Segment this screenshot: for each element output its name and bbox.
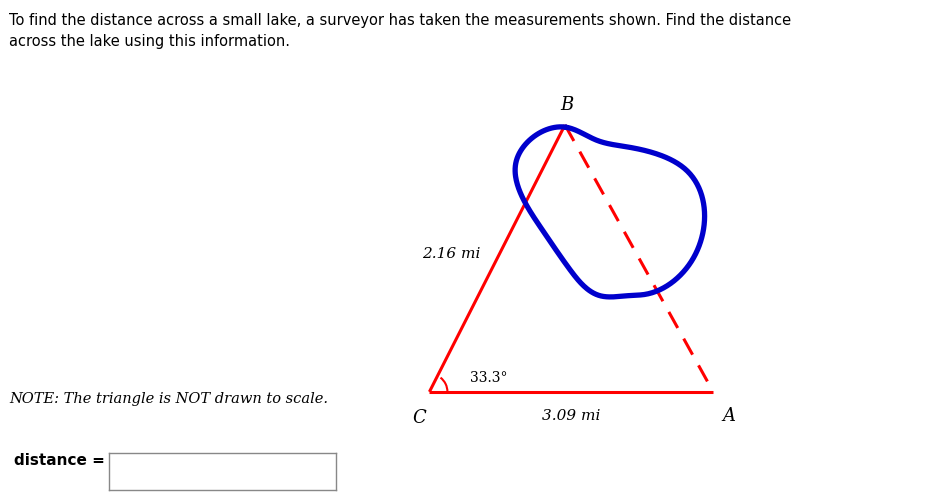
Text: A: A (723, 406, 736, 425)
Text: 33.3°: 33.3° (470, 371, 508, 385)
Text: NOTE: The triangle is NOT drawn to scale.: NOTE: The triangle is NOT drawn to scale… (9, 392, 329, 406)
Text: C: C (412, 409, 426, 427)
Text: B: B (561, 97, 574, 114)
Text: 3.09 mi: 3.09 mi (542, 409, 600, 423)
Text: 2.16 mi: 2.16 mi (421, 247, 480, 261)
Text: To find the distance across a small lake, a surveyor has taken the measurements : To find the distance across a small lake… (9, 13, 792, 49)
Text: distance =: distance = (14, 453, 105, 468)
